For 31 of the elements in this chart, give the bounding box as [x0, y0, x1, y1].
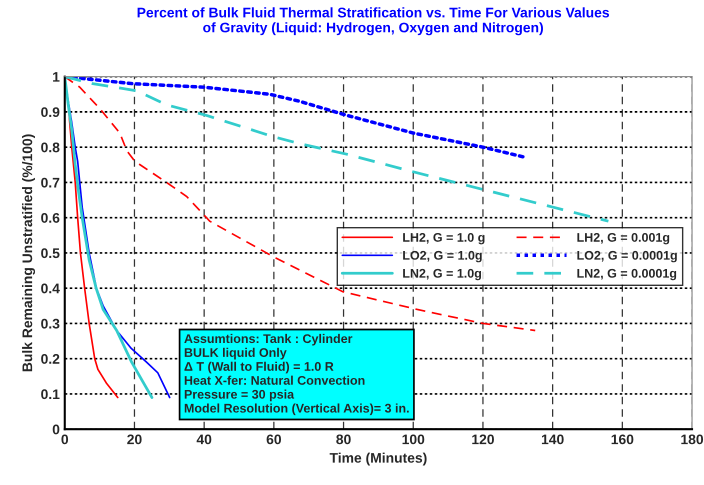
- y-tick-label: 0.9: [41, 107, 60, 118]
- legend-label: LN2, G = 1.0g: [403, 268, 482, 280]
- y-tick-label: 0.2: [41, 354, 60, 364]
- y-tick-label: 0.4: [41, 284, 60, 294]
- y-tick-label: 0: [52, 424, 60, 434]
- chart-title: Percent of Bulk Fluid Thermal Stratification vs. Time For Various Values of Gravity (Liquid: Hydrogen, Oxygen and Nitrogen): [138, 7, 610, 36]
- x-tick-label: 0: [61, 434, 68, 444]
- legend-label: LN2, G = 0.0001g: [577, 268, 676, 280]
- x-axis-title: Time (Minutes): [330, 452, 427, 466]
- x-tick-label: 60: [266, 434, 282, 444]
- y-tick-label: 0.8: [41, 142, 60, 152]
- y-tick-label: 0.1: [41, 389, 60, 400]
- x-tick-label: 20: [127, 434, 142, 444]
- legend-label: LO2, G = 0.0001g: [577, 250, 677, 262]
- x-tick-label: 120: [472, 434, 494, 444]
- y-tick-label: 0.6: [41, 213, 60, 223]
- y-axis-title: Bulk Remaining Unstratified (%/100): [22, 134, 36, 372]
- y-tick-label: 1: [53, 72, 60, 82]
- y-tick-label: 0.3: [41, 318, 60, 329]
- y-tick-label: 0.7: [41, 178, 60, 188]
- x-tick-label: 40: [196, 434, 212, 444]
- annotation: Assumtions: Tank : Cylinder BULK liquid Only Δ T (Wall to Fluid) = 1.0 R Heat X-fer: Natural Convection Pressure = 30 psia Model Resolution (Vertical Axis)= 3 in.: [184, 334, 409, 416]
- y-tick-label: 0.5: [41, 248, 60, 258]
- x-tick-label: 100: [402, 434, 424, 444]
- x-tick-label: 80: [336, 434, 351, 444]
- x-tick-label: 180: [681, 434, 704, 444]
- x-tick-label: 160: [612, 434, 634, 444]
- x-tick-label: 140: [542, 434, 564, 444]
- legend-label: LH2, G = 1.0 g: [403, 232, 484, 244]
- legend-label: LO2, G = 1.0g: [403, 250, 482, 262]
- legend-label: LH2, G = 0.001g: [577, 232, 670, 244]
